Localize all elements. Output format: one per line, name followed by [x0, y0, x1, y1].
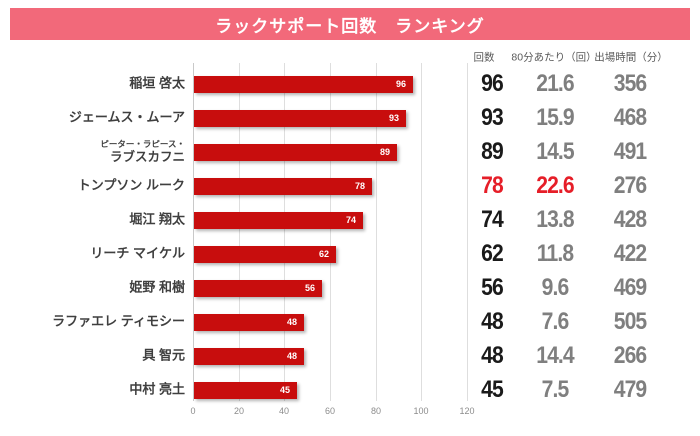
bar: 48	[194, 347, 304, 365]
stat-per80: 11.8	[536, 240, 574, 267]
col-header-count: 回数	[473, 51, 495, 64]
axis-tick-label: 120	[459, 406, 475, 416]
stat-per80: 7.6	[541, 308, 570, 335]
bar-value-label: 45	[279, 385, 290, 395]
stat-count: 78	[481, 172, 504, 199]
gridline	[284, 63, 285, 401]
stat-count: 74	[481, 206, 504, 233]
bar-value-label: 96	[395, 79, 406, 89]
bar: 62	[194, 245, 336, 263]
bar: 48	[194, 313, 304, 331]
gridline	[376, 63, 377, 401]
gridline	[330, 63, 331, 401]
gridline	[421, 63, 422, 401]
axis-tick-label: 80	[370, 406, 382, 416]
player-name: 姫野 和樹	[129, 279, 185, 295]
stat-count: 93	[481, 104, 504, 131]
gridline	[467, 63, 468, 401]
player-name: ピーター・ラピース・ ラブスカフニ	[0, 138, 185, 164]
bar: 96	[194, 75, 413, 93]
axis-tick-label: 60	[324, 406, 336, 416]
stat-per80: 14.4	[536, 342, 574, 369]
stat-per80: 9.6	[541, 274, 570, 301]
stat-per80: 22.6	[536, 172, 574, 199]
bar-value-label: 48	[286, 351, 297, 361]
bar-value-label: 78	[354, 181, 365, 191]
bar: 93	[194, 109, 406, 127]
player-name: ジェームス・ムーア	[68, 109, 185, 125]
stat-count: 48	[481, 342, 504, 369]
player-name: ラファエレ ティモシー	[52, 313, 185, 329]
player-name: リーチ マイケル	[90, 245, 185, 261]
player-name: 稲垣 啓太	[129, 75, 185, 91]
bar-value-label: 48	[286, 317, 297, 327]
bar: 56	[194, 279, 322, 297]
player-name-line2: ラブスカフニ	[109, 149, 185, 164]
stat-minutes: 468	[613, 104, 647, 131]
axis-tick-label: 40	[278, 406, 290, 416]
chart-title: ラックサポート回数 ランキング	[215, 16, 485, 36]
bar-value-label: 56	[304, 283, 315, 293]
stat-per80: 15.9	[536, 104, 574, 131]
stat-minutes: 505	[613, 308, 647, 335]
axis-tick-label: 0	[190, 406, 196, 416]
stat-minutes: 276	[613, 172, 647, 199]
title-banner: ラックサポート回数 ランキング	[10, 8, 690, 40]
stat-count: 45	[481, 376, 504, 403]
col-header-minutes: 出場時間（分）	[594, 51, 668, 64]
stat-per80: 13.8	[536, 206, 574, 233]
stat-per80: 21.6	[536, 70, 574, 97]
stat-minutes: 422	[613, 240, 647, 267]
player-name: 中村 亮土	[129, 381, 185, 397]
stat-minutes: 356	[613, 70, 647, 97]
bar: 78	[194, 177, 372, 195]
player-name-line1: ピーター・ラピース・	[100, 138, 185, 149]
stat-count: 56	[481, 274, 504, 301]
bar: 45	[194, 381, 297, 399]
stat-minutes: 469	[613, 274, 647, 301]
player-name: 具 智元	[142, 347, 185, 363]
bar: 89	[194, 143, 397, 161]
stat-per80: 14.5	[536, 138, 574, 165]
bar-value-label: 62	[318, 249, 329, 259]
stat-count: 48	[481, 308, 504, 335]
stat-count: 89	[481, 138, 504, 165]
stat-per80: 7.5	[541, 376, 570, 403]
bar-value-label: 89	[379, 147, 390, 157]
stat-count: 96	[481, 70, 504, 97]
stat-minutes: 491	[613, 138, 647, 165]
gridline	[193, 63, 194, 401]
gridline	[239, 63, 240, 401]
stat-minutes: 266	[613, 342, 647, 369]
bar-value-label: 74	[345, 215, 356, 225]
stat-count: 62	[481, 240, 504, 267]
col-header-per80: 80分あたり（回）	[511, 51, 597, 64]
player-name: 堀江 翔太	[129, 211, 185, 227]
bar: 74	[194, 211, 363, 229]
bar-value-label: 93	[388, 113, 399, 123]
stat-minutes: 428	[613, 206, 647, 233]
axis-tick-label: 20	[233, 406, 245, 416]
stat-minutes: 479	[613, 376, 647, 403]
player-name: トンプソン ルーク	[77, 177, 185, 193]
axis-tick-label: 100	[413, 406, 429, 416]
